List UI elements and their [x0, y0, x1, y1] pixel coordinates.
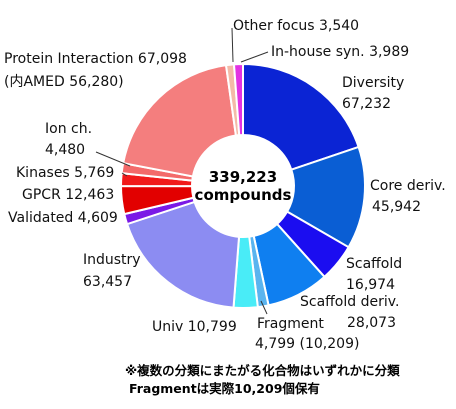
slice-labels: Other focus 3,540 In-house syn. 3,989 Di… [4, 18, 446, 352]
label-other-focus: Other focus 3,540 [233, 18, 359, 34]
label-fragment: Fragment [257, 316, 324, 332]
footnote-classification: ※複数の分類にまたがる化合物はいずれかに分類 [125, 363, 400, 378]
leader-ion [95, 151, 131, 167]
label-core: Core deriv. [370, 178, 446, 194]
label-scaffold-deriv: Scaffold deriv. [300, 294, 399, 310]
label-diversity: Diversity [342, 75, 404, 91]
value-fragment: 4,799 (10,209) [255, 336, 359, 352]
value-industry: 63,457 [83, 274, 132, 290]
label-scaffold: Scaffold [346, 256, 402, 272]
value-protein-amed: (内AMED 56,280) [4, 74, 124, 90]
label-kinases: Kinases 5,769 [16, 165, 114, 181]
value-ion: 4,480 [45, 142, 85, 158]
leader-inhouse [240, 51, 269, 63]
label-inhouse: In-house syn. 3,989 [271, 44, 409, 60]
center-caption: compounds [195, 186, 292, 204]
label-protein: Protein Interaction 67,098 [4, 51, 187, 67]
value-core: 45,942 [372, 199, 421, 215]
leader-lines [95, 27, 269, 315]
value-scaffold-deriv: 28,073 [347, 315, 396, 331]
value-diversity: 67,232 [342, 96, 391, 112]
value-scaffold: 16,974 [346, 277, 395, 293]
leader-fragment [260, 300, 268, 315]
center-count: 339,223 [209, 168, 277, 186]
label-ion: Ion ch. [45, 121, 92, 137]
footnote-fragment: Fragmentは実際10,209個保有 [129, 381, 320, 396]
label-univ: Univ 10,799 [152, 319, 237, 335]
leader-kinases [121, 172, 128, 177]
donut-slices [119, 62, 366, 309]
label-gpcr: GPCR 12,463 [22, 187, 114, 203]
label-validated: Validated 4,609 [8, 210, 118, 226]
leader-other-focus [231, 27, 234, 63]
donut-hole [192, 135, 294, 237]
label-industry: Industry [83, 252, 141, 268]
